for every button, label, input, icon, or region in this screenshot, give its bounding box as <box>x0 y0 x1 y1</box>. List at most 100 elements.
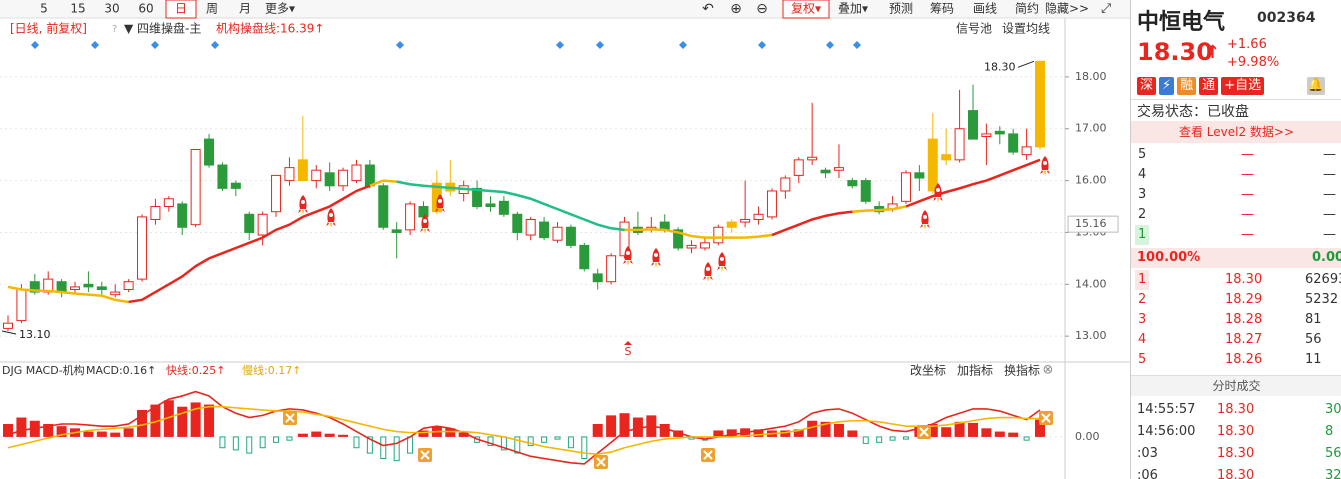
macd-bar <box>592 423 603 437</box>
ma-line <box>905 158 1041 208</box>
macd-bar <box>994 431 1005 437</box>
macd-bar <box>807 420 818 437</box>
candle-body <box>338 169 349 187</box>
macd-bar <box>297 433 308 437</box>
period-tab[interactable]: 日 <box>175 2 187 16</box>
tool-button[interactable]: 叠加▾ <box>838 2 868 16</box>
badge[interactable]: 融 <box>1177 77 1197 95</box>
macd-bar <box>324 433 335 437</box>
undo-icon[interactable]: ↶ <box>702 1 714 17</box>
sell-ratio: 0.00% <box>1312 250 1341 265</box>
candle-body <box>150 206 161 220</box>
high-pointer <box>1017 60 1035 68</box>
level2-link[interactable]: 查看 Level2 数据>> <box>1131 121 1341 143</box>
bell-icon[interactable]: 🔔 <box>1307 77 1325 95</box>
candle-body <box>472 187 483 208</box>
macd-bar <box>1023 436 1030 441</box>
period-tab[interactable]: 周 <box>206 2 218 16</box>
period-tab[interactable]: 30 <box>104 2 119 16</box>
candle-body <box>190 148 201 226</box>
badge[interactable]: ⚡ <box>1159 77 1175 95</box>
toolbar-bg <box>0 0 1130 18</box>
macd-bar <box>311 431 322 437</box>
macd-bar <box>56 426 67 437</box>
candle-body <box>110 291 121 296</box>
indicator-name[interactable]: ▼ 四维操盘-主 <box>124 21 201 36</box>
period-tab[interactable]: 月 <box>239 2 251 16</box>
ma-line <box>624 228 773 239</box>
tool-button[interactable]: 隐藏>> <box>1045 2 1089 16</box>
zoom-in-icon[interactable]: ⊕ <box>730 1 742 17</box>
candle-body <box>498 200 509 215</box>
period-tab[interactable]: 更多▾ <box>265 2 295 16</box>
macd-bar <box>793 429 804 437</box>
tool-button[interactable]: 画线 <box>973 2 997 16</box>
trade-row: :06 18.30 32 <box>1131 466 1341 479</box>
change: +1.66 <box>1227 37 1267 52</box>
candle-body <box>3 322 13 329</box>
macd-bar <box>16 417 27 437</box>
candle-body <box>941 154 952 161</box>
macd-bar <box>380 436 387 460</box>
candle-body <box>833 167 844 171</box>
macd-link[interactable]: 改坐标 <box>910 364 946 378</box>
tool-button[interactable]: 复权▾ <box>791 2 821 16</box>
macd-label: 慢线:0.17↑ <box>242 363 301 377</box>
macd-bar <box>527 436 534 447</box>
macd-bar <box>458 432 469 437</box>
axis-marker-label: 15.16 <box>1075 217 1107 230</box>
badge[interactable]: +自选 <box>1221 77 1265 95</box>
badge[interactable]: 深 <box>1137 77 1157 95</box>
candle-body <box>807 156 818 161</box>
fuquan-box[interactable] <box>782 0 830 19</box>
candle-body <box>1021 146 1032 156</box>
candle-body <box>177 203 188 228</box>
candle-body <box>740 218 751 223</box>
ma-settings[interactable]: 设置均线 <box>1002 22 1050 36</box>
macd-bar <box>3 423 13 437</box>
y-tick-label: 17.00 <box>1075 122 1107 135</box>
signal-pool[interactable]: 信号池 <box>956 22 992 36</box>
candle-body <box>552 226 563 241</box>
tool-button[interactable]: 预测 <box>889 2 913 16</box>
tool-button[interactable]: 筹码 <box>930 2 954 16</box>
level: 5 <box>1138 352 1147 367</box>
candle-body <box>163 198 174 208</box>
level: 3 <box>1138 312 1147 327</box>
y-tick-label: 0.00 <box>1075 430 1100 443</box>
candle-body <box>297 159 308 182</box>
tool-button[interactable]: 简约 <box>1015 1 1039 16</box>
trade-time: :03 <box>1137 446 1158 461</box>
quote-panel: 中恒电气 002364 18.30 ↑ +1.66 +9.98% 深 ⚡ 融通 +自选… <box>1130 0 1341 479</box>
macd-bar <box>833 423 844 437</box>
macd-link[interactable]: 换指标 <box>1004 363 1040 378</box>
macd-bar <box>366 436 373 454</box>
zoom-out-icon[interactable]: ⊖ <box>756 1 768 17</box>
period-tab[interactable]: 60 <box>138 2 153 16</box>
badges: 深 ⚡ 融通 +自选 <box>1137 77 1267 95</box>
active-period[interactable] <box>165 0 197 19</box>
axis-marker-box <box>1067 215 1119 233</box>
badge[interactable]: 通 <box>1199 77 1219 95</box>
candle-body <box>311 169 322 182</box>
close-indicator[interactable]: ⊗ <box>1043 363 1054 378</box>
period-tab[interactable]: 15 <box>70 2 85 16</box>
candle-body <box>405 203 416 231</box>
candle-body <box>753 213 764 220</box>
candle-body <box>927 138 938 192</box>
macd-bar <box>259 436 266 449</box>
candle-body <box>606 255 617 283</box>
macd-bar <box>713 430 724 437</box>
candle-body <box>780 177 791 192</box>
expand-icon[interactable]: ⤢ <box>1101 2 1111 17</box>
help-icon[interactable]: ? <box>112 24 117 35</box>
macd-bar <box>820 421 831 437</box>
candle-body <box>378 185 389 228</box>
candle-body <box>16 288 27 322</box>
period-tab[interactable]: 5 <box>40 2 48 16</box>
trade-volume: 56 <box>1325 446 1341 461</box>
macd-link[interactable]: 加指标 <box>957 363 993 378</box>
candle-body <box>123 281 134 290</box>
candle-body <box>1035 60 1045 148</box>
candle-body <box>673 229 684 249</box>
